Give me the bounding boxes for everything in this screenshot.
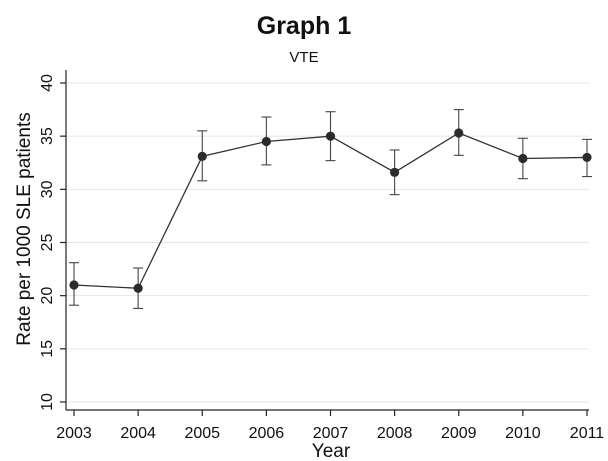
data-point-2008 — [390, 167, 400, 177]
grid-lines — [66, 82, 589, 403]
data-point-2003 — [69, 280, 79, 290]
x-axis-label: Year — [312, 441, 351, 461]
chart-title: Graph 1 — [256, 12, 352, 40]
y-axis-label: Rate per 1000 SLE patients — [14, 112, 35, 345]
x-tick-label-2006: 2006 — [249, 425, 285, 442]
x-tick-label-2004: 2004 — [120, 425, 156, 442]
x-tick-label-2008: 2008 — [377, 425, 413, 442]
x-tick-label-2003: 2003 — [56, 425, 92, 442]
y-tick-label-20: 20 — [39, 287, 56, 305]
x-ticks: 2003 2004 2005 2006 2007 2008 2009 2010 2011 — [56, 410, 604, 442]
y-tick-label-40: 40 — [39, 74, 56, 92]
chart-subtitle: VTE — [289, 49, 319, 66]
y-tick-label-15: 15 — [39, 340, 56, 358]
data-point-2009 — [454, 128, 464, 138]
y-ticks: 10 15 20 25 30 35 40 — [39, 74, 66, 411]
data-point-2007 — [325, 131, 336, 141]
axes — [65, 70, 589, 411]
x-tick-label-2007: 2007 — [313, 425, 349, 442]
y-tick-label-25: 25 — [39, 234, 56, 252]
y-tick-label-35: 35 — [39, 127, 56, 145]
x-tick-label-2011: 2011 — [570, 425, 605, 442]
data-point-2004 — [133, 283, 143, 293]
y-tick-label-30: 30 — [39, 180, 56, 198]
data-point-2011 — [582, 152, 592, 163]
x-tick-label-2009: 2009 — [441, 425, 477, 442]
data-point-2010 — [518, 153, 528, 164]
x-tick-label-2005: 2005 — [184, 425, 220, 442]
y-tick-label-10: 10 — [39, 393, 56, 411]
data-point-2006 — [261, 136, 271, 147]
data-markers — [69, 128, 592, 293]
data-point-2005 — [197, 151, 207, 161]
x-tick-label-2010: 2010 — [505, 425, 541, 442]
